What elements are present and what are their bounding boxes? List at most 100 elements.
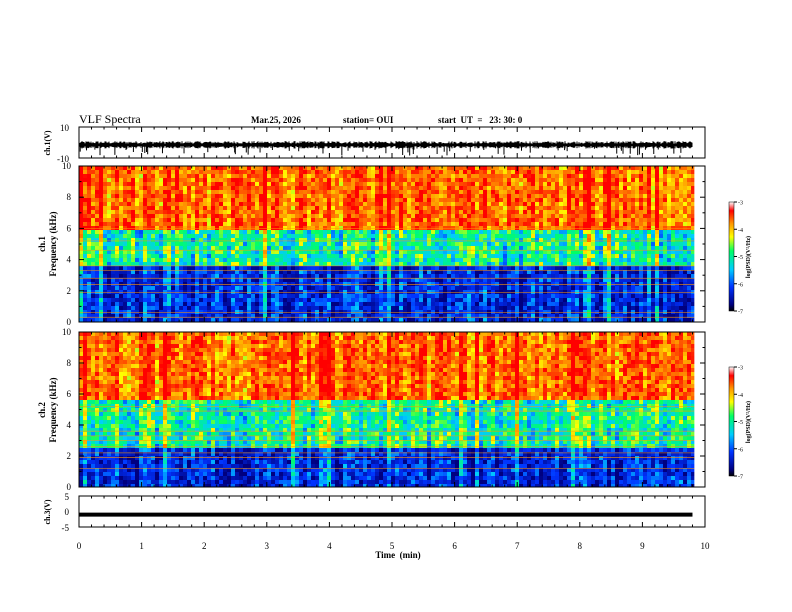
spectrogram-cell — [447, 230, 451, 234]
spectrogram-cell — [563, 186, 567, 190]
spectrogram-cell — [203, 318, 207, 322]
spectrogram-cell — [311, 278, 315, 282]
spectrogram-cell — [163, 306, 167, 310]
spectrogram-cell — [199, 234, 203, 238]
spectrogram-cell — [259, 318, 263, 322]
spectrogram-cell — [339, 314, 343, 318]
spectrogram-cell — [263, 262, 267, 266]
spectrogram-cell — [367, 254, 371, 258]
spectrogram-cell — [307, 250, 311, 254]
spectrogram-cell — [87, 170, 91, 174]
spectrogram-cell — [495, 194, 499, 198]
spectrogram-cell — [107, 170, 111, 174]
spectrogram-cell — [147, 310, 151, 314]
spectrogram-cell — [559, 166, 563, 170]
spectrogram-cell — [111, 242, 115, 246]
spectrogram-cell — [99, 298, 103, 302]
spectrogram-cell — [315, 234, 319, 238]
spectrogram-cell — [519, 206, 523, 210]
spectrogram-cell — [331, 258, 335, 262]
spectrogram-cell — [247, 242, 251, 246]
spectrogram-cell — [163, 298, 167, 302]
spectrogram-cell — [211, 198, 215, 202]
spectrogram-cell — [167, 286, 171, 290]
spectrogram-cell — [251, 314, 255, 318]
spectrogram-cell — [215, 242, 219, 246]
spectrogram-cell — [467, 286, 471, 290]
spectrogram-cell — [375, 242, 379, 246]
spectrogram-cell — [139, 182, 143, 186]
spectrogram-cell — [83, 298, 87, 302]
spectrogram-cell — [491, 238, 495, 242]
spectrogram-cell — [311, 298, 315, 302]
spectrogram-cell — [175, 202, 179, 206]
spectrogram-cell — [219, 310, 223, 314]
spectrogram-cell — [419, 286, 423, 290]
spectrogram-cell — [287, 306, 291, 310]
spectrogram-cell — [191, 298, 195, 302]
spectrogram-cell — [103, 174, 107, 178]
spectrogram-cell — [291, 246, 295, 250]
spectrogram-cell — [259, 254, 263, 258]
spectrogram-cell — [299, 282, 303, 286]
spectrogram-cell — [391, 246, 395, 250]
spectrogram-cell — [355, 318, 359, 322]
spectrogram-cell — [227, 270, 231, 274]
spectrogram-cell — [559, 186, 563, 190]
spectrogram-cell — [239, 234, 243, 238]
spectrogram-cell — [275, 198, 279, 202]
spectrogram-cell — [167, 314, 171, 318]
spectrogram-cell — [211, 190, 215, 194]
spectrogram-cell — [483, 302, 487, 306]
spectrogram-cell — [531, 170, 535, 174]
spectrogram-cell — [391, 250, 395, 254]
spectrogram-cell — [547, 234, 551, 238]
spectrogram-cell — [447, 178, 451, 182]
spectrogram-cell — [463, 298, 467, 302]
spectrogram-cell — [127, 314, 131, 318]
spectrogram-cell — [475, 194, 479, 198]
spectrogram-cell — [427, 202, 431, 206]
spectrogram-cell — [423, 270, 427, 274]
spectrogram-cell — [543, 190, 547, 194]
spectrogram-cell — [207, 234, 211, 238]
spectrogram-cell — [199, 170, 203, 174]
spectrogram-cell — [475, 230, 479, 234]
spectrogram-cell — [303, 314, 307, 318]
spectrogram-cell — [575, 310, 579, 314]
spectrogram-cell — [359, 298, 363, 302]
spectrogram-cell — [291, 310, 295, 314]
spectrogram-cell — [579, 186, 583, 190]
spectrogram-cell — [575, 182, 579, 186]
spectrogram-cell — [423, 262, 427, 266]
spectrogram-cell — [495, 298, 499, 302]
spectrogram-cell — [371, 266, 375, 270]
spectrogram-cell — [91, 298, 95, 302]
spectrogram-cell — [255, 302, 259, 306]
spectrogram-cell — [147, 222, 151, 226]
spectrogram-cell — [447, 186, 451, 190]
spectrogram-cell — [511, 286, 515, 290]
spectrogram-cell — [211, 202, 215, 206]
spectrogram-cell — [291, 270, 295, 274]
spectrogram-cell — [375, 186, 379, 190]
spectrogram-cell — [367, 246, 371, 250]
spectrogram-cell — [163, 302, 167, 306]
spectrogram-cell — [163, 190, 167, 194]
spectrogram-cell — [263, 198, 267, 202]
spectrogram-cell — [555, 270, 559, 274]
spectrogram-cell — [407, 250, 411, 254]
spectrogram-cell — [299, 286, 303, 290]
spectrogram-cell — [207, 262, 211, 266]
spectrogram-cell — [539, 314, 543, 318]
spectrogram-cell — [131, 314, 135, 318]
spectrogram-cell — [555, 234, 559, 238]
spectrogram-cell — [283, 194, 287, 198]
spectrogram-cell — [391, 238, 395, 242]
spectrogram-cell — [99, 314, 103, 318]
spectrogram-cell — [83, 166, 87, 170]
spectrogram-cell — [443, 278, 447, 282]
spectrogram-cell — [331, 318, 335, 322]
spectrogram-cell — [555, 250, 559, 254]
spectrogram-cell — [443, 166, 447, 170]
